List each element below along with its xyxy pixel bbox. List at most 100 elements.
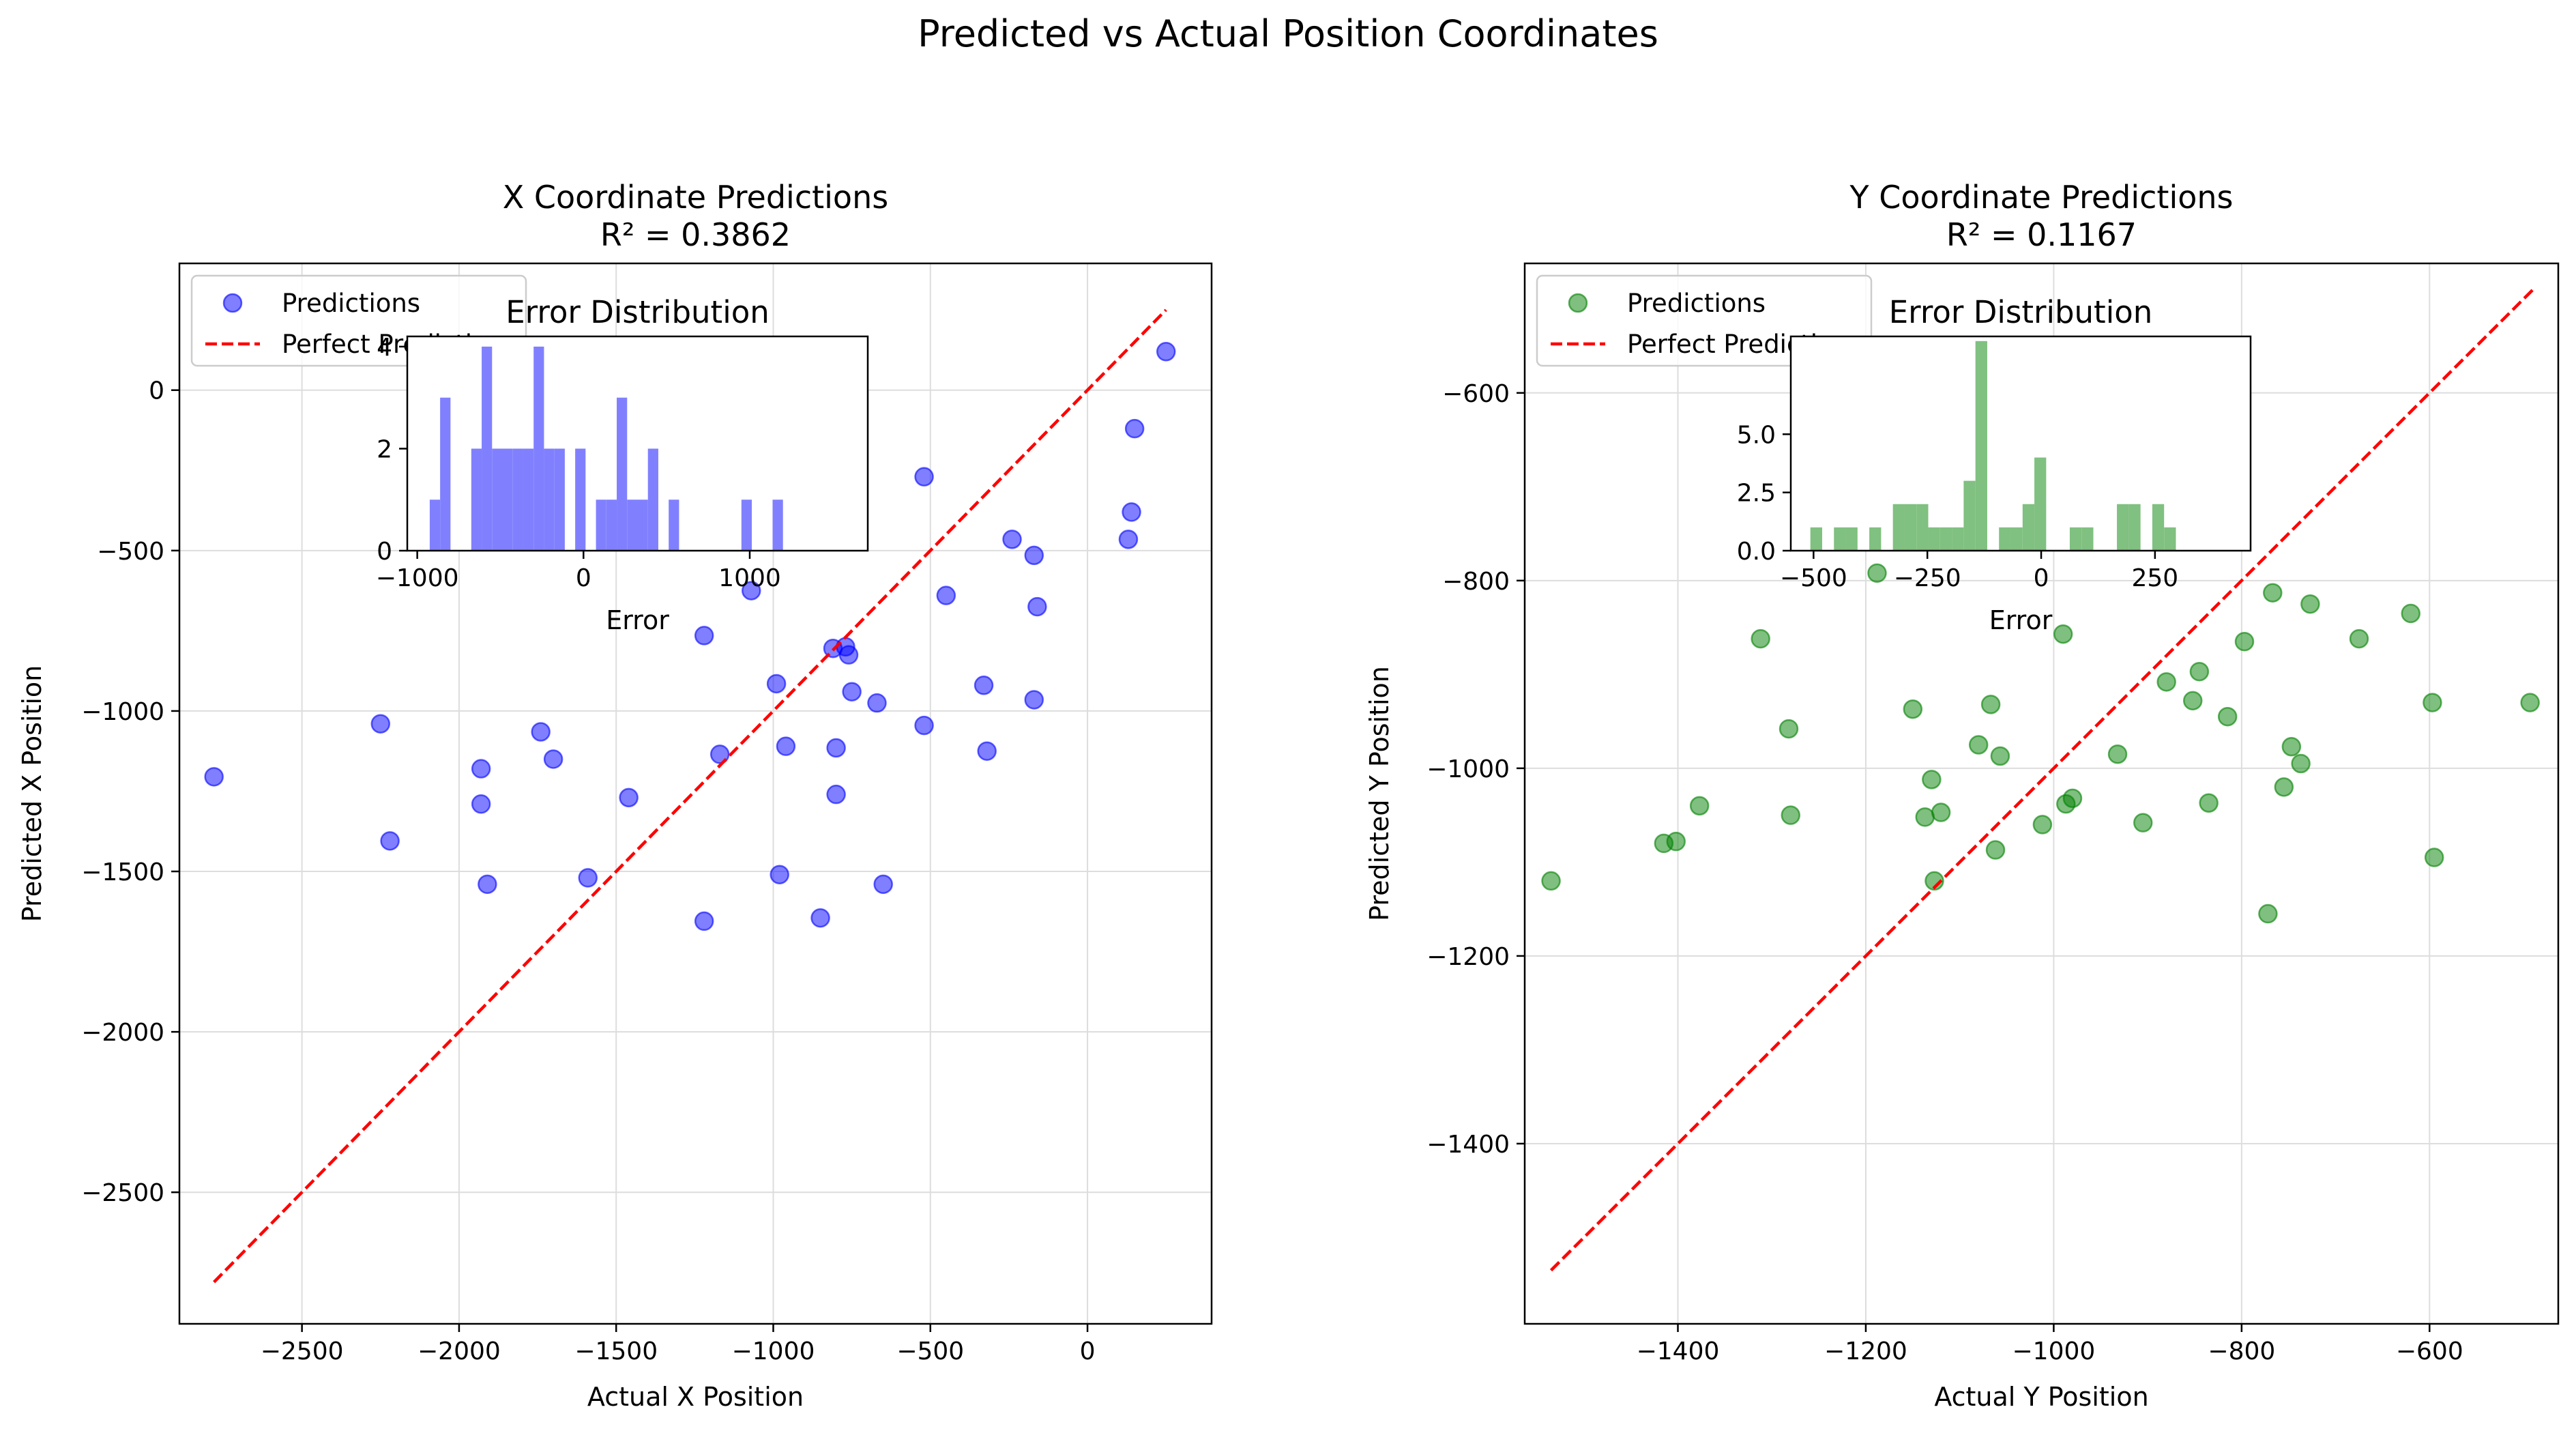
data-point <box>1779 719 1799 739</box>
data-point <box>914 715 934 736</box>
x-tick-label: −1000 <box>2012 1337 2096 1365</box>
y-tick-label: −1000 <box>81 698 164 726</box>
x-tick-label: −1200 <box>1824 1337 1907 1365</box>
data-point <box>1924 871 1944 891</box>
histogram-bar <box>482 346 493 551</box>
histogram-bar <box>544 448 555 551</box>
data-point <box>1980 695 2001 714</box>
data-point <box>1541 871 1561 891</box>
y-tick-label: −1500 <box>81 858 164 886</box>
panel-title: X Coordinate Predictions <box>503 179 888 216</box>
inset-y-tick-label: 5.0 <box>1737 421 1776 449</box>
histogram-bar <box>2069 527 2082 551</box>
y-tick-label: −800 <box>1442 568 1510 596</box>
histogram-bar <box>741 500 752 551</box>
legend-box <box>1536 274 1873 367</box>
y-tick-label: −1200 <box>1426 943 1510 971</box>
data-point <box>619 787 639 808</box>
x-tick-label: −600 <box>2396 1337 2463 1365</box>
data-point <box>1689 796 1710 816</box>
data-point <box>770 865 789 884</box>
data-point <box>2234 631 2255 652</box>
histogram-bar <box>1999 527 2011 551</box>
data-point <box>2133 813 2153 833</box>
data-point <box>1024 545 1044 566</box>
inset-histogram: −500 −250 0 250 0.0 2.5 5.0 Error Distribution E… <box>1737 294 2252 635</box>
data-point <box>974 676 994 695</box>
panel-subtitle: R² = 0.3862 <box>600 216 791 253</box>
y-axis-label: Predicted Y Position <box>1364 666 1394 921</box>
y-tick-label: 0 <box>149 377 164 405</box>
data-point <box>936 585 956 605</box>
perfect-prediction-line <box>213 308 1167 1284</box>
histogram-bar <box>502 448 513 551</box>
legend-marker-predictions <box>222 293 243 313</box>
panel-title: Y Coordinate Predictions <box>1849 179 2234 216</box>
data-point <box>1124 418 1145 439</box>
data-point <box>842 682 862 701</box>
data-point <box>2062 788 2083 809</box>
histogram-bar <box>492 448 503 551</box>
inset-y-tick-label: 2 <box>377 435 392 463</box>
histogram-bar <box>617 397 628 551</box>
inset-x-axis-label: Error <box>1989 605 2053 635</box>
inset-x-axis-label: Error <box>606 605 669 635</box>
data-point <box>2199 793 2219 813</box>
data-point <box>2107 744 2128 764</box>
histogram-bar <box>2022 504 2035 551</box>
data-point <box>810 908 830 928</box>
data-point <box>776 736 796 756</box>
histogram-bar <box>2117 504 2129 551</box>
data-point <box>826 738 846 758</box>
data-point <box>694 626 714 646</box>
histogram-bar <box>440 397 451 551</box>
histogram-bar <box>1904 504 1917 551</box>
histogram-bar <box>669 500 679 551</box>
data-point <box>543 749 564 769</box>
x-tick-label: −1000 <box>732 1337 815 1365</box>
histogram-bar <box>1940 527 1952 551</box>
inset-background <box>1791 336 2251 551</box>
inset-title: Error Distribution <box>506 294 770 330</box>
data-point <box>914 467 934 487</box>
panel-subtitle: R² = 0.1167 <box>1946 216 2137 253</box>
data-point <box>2217 706 2238 727</box>
y-tick-label: −2500 <box>81 1179 164 1207</box>
data-point <box>1931 802 1951 822</box>
data-point <box>370 714 391 734</box>
data-point <box>380 831 400 851</box>
histogram-bar <box>1810 527 1822 551</box>
data-point <box>742 581 761 600</box>
y-tick-label: −2000 <box>81 1019 164 1047</box>
data-point <box>1990 746 2010 766</box>
inset-y-tick-label: 2.5 <box>1737 480 1776 508</box>
perfect-prediction-line <box>1549 288 2534 1272</box>
data-point <box>1903 699 1923 719</box>
data-point <box>2053 624 2073 644</box>
data-point <box>1122 502 1141 522</box>
y-tick-label: −600 <box>1442 380 1510 408</box>
data-point <box>478 874 497 895</box>
data-point <box>2182 691 2203 711</box>
x-tick-label: −1400 <box>1637 1337 1720 1365</box>
inset-x-tick-label: −500 <box>1780 564 1847 592</box>
data-point <box>1915 807 1935 827</box>
x-tick-label: −500 <box>896 1337 964 1365</box>
histogram-bar <box>2081 527 2094 551</box>
y-tick-label: −1400 <box>1426 1131 1510 1159</box>
y-axis-label: Predicted X Position <box>17 665 47 923</box>
histogram-bar <box>2128 504 2141 551</box>
data-point <box>1751 628 1770 649</box>
histogram-bar <box>2010 527 2023 551</box>
data-point <box>2424 848 2444 867</box>
data-point <box>1666 831 1686 852</box>
data-point <box>2156 672 2176 692</box>
histogram-bar <box>1892 504 1905 551</box>
histogram-bar <box>575 448 586 551</box>
legend-label-predictions: Predictions <box>282 289 420 318</box>
data-point <box>2520 693 2540 712</box>
data-point <box>2263 583 2283 603</box>
histogram-bar <box>533 346 544 551</box>
data-point <box>2258 903 2278 924</box>
